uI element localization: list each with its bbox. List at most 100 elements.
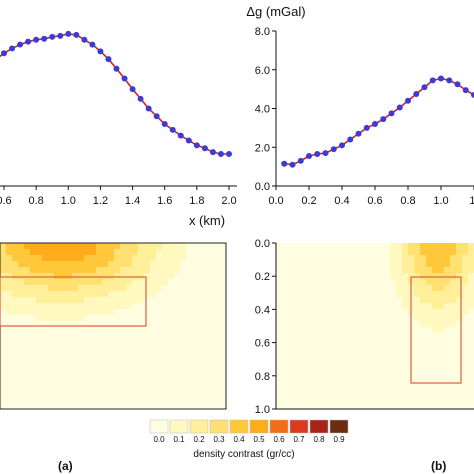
data-point xyxy=(73,31,80,38)
data-point xyxy=(9,45,16,52)
density-cell xyxy=(72,285,78,291)
density-cell xyxy=(426,297,432,303)
density-cell xyxy=(168,261,174,267)
density-cell xyxy=(468,303,474,309)
x-tick-label: 0.8 xyxy=(400,195,415,207)
density-cell xyxy=(138,255,144,261)
density-cell xyxy=(402,249,408,255)
density-cell xyxy=(6,267,12,273)
density-cell xyxy=(438,327,444,333)
density-cell xyxy=(36,249,42,255)
density-cell xyxy=(432,267,438,273)
density-cell xyxy=(66,255,72,261)
density-cell xyxy=(126,297,132,303)
density-cell xyxy=(54,243,60,249)
y-tick-label: 6.0 xyxy=(255,65,270,77)
density-cell xyxy=(90,249,96,255)
density-cell xyxy=(90,309,96,315)
density-cell xyxy=(444,255,450,261)
density-cell xyxy=(0,303,6,309)
density-cell xyxy=(432,321,438,327)
density-cell xyxy=(450,267,456,273)
density-cell xyxy=(84,255,90,261)
density-cell xyxy=(18,279,24,285)
density-cell xyxy=(396,261,402,267)
density-cell xyxy=(174,249,180,255)
panel-a-x-ticks: 0.6 0.8 1.0 1.2 1.4 1.6 1.8 2.0 xyxy=(0,186,237,207)
density-cell xyxy=(78,255,84,261)
density-cell xyxy=(12,297,18,303)
density-cell xyxy=(402,261,408,267)
x-tick-label: 0.6 xyxy=(0,195,12,207)
y-tick-label: 1.0 xyxy=(255,404,270,416)
density-cell xyxy=(114,297,120,303)
density-cell xyxy=(90,261,96,267)
density-cell xyxy=(420,315,426,321)
density-cell xyxy=(468,243,474,249)
density-cell xyxy=(12,291,18,297)
density-cell xyxy=(126,267,132,273)
density-cell xyxy=(102,285,108,291)
density-cell xyxy=(108,255,114,261)
density-cell xyxy=(420,279,426,285)
density-cell xyxy=(102,303,108,309)
density-cell xyxy=(48,279,54,285)
density-cell xyxy=(114,243,120,249)
density-cell xyxy=(36,279,42,285)
density-cell xyxy=(108,309,114,315)
density-cell xyxy=(54,303,60,309)
density-cell xyxy=(450,273,456,279)
density-cell xyxy=(126,261,132,267)
density-cell xyxy=(54,261,60,267)
density-cell xyxy=(36,297,42,303)
density-cell xyxy=(84,273,90,279)
density-cell xyxy=(84,303,90,309)
density-cell xyxy=(72,255,78,261)
density-cell xyxy=(0,255,6,261)
density-cell xyxy=(144,255,150,261)
colorbar-tick-label: 0.8 xyxy=(313,435,325,444)
panel-b-letter: (b) xyxy=(431,459,446,473)
density-cell xyxy=(402,273,408,279)
density-cell xyxy=(450,255,456,261)
x-tick-label: 1.8 xyxy=(189,195,204,207)
data-point xyxy=(137,95,144,102)
density-cell xyxy=(444,273,450,279)
density-cell xyxy=(444,303,450,309)
density-cell xyxy=(72,297,78,303)
density-cell xyxy=(414,297,420,303)
density-cell xyxy=(54,309,60,315)
density-cell xyxy=(30,273,36,279)
y-tick-label: 0.2 xyxy=(255,271,270,283)
density-cell xyxy=(6,291,12,297)
density-cell xyxy=(450,303,456,309)
density-cell xyxy=(108,267,114,273)
density-cell xyxy=(102,249,108,255)
density-cell xyxy=(420,267,426,273)
density-cell xyxy=(18,261,24,267)
density-cell xyxy=(450,249,456,255)
density-cell xyxy=(438,243,444,249)
density-cell xyxy=(168,255,174,261)
density-cell xyxy=(108,279,114,285)
density-cell xyxy=(444,315,450,321)
density-cell xyxy=(30,279,36,285)
density-cell xyxy=(78,303,84,309)
density-cell xyxy=(444,297,450,303)
density-cell xyxy=(6,279,12,285)
density-cell xyxy=(0,267,6,273)
density-cell xyxy=(462,249,468,255)
y-tick-label: 0.0 xyxy=(255,181,270,193)
density-cell xyxy=(84,279,90,285)
density-cell xyxy=(96,267,102,273)
density-cell xyxy=(150,291,156,297)
density-cell xyxy=(6,303,12,309)
density-cell xyxy=(144,249,150,255)
density-cell xyxy=(420,285,426,291)
density-cell xyxy=(54,267,60,273)
density-cell xyxy=(174,255,180,261)
density-cell xyxy=(456,243,462,249)
data-point xyxy=(421,84,428,91)
colorbar-swatch xyxy=(209,419,229,434)
density-cell xyxy=(408,255,414,261)
